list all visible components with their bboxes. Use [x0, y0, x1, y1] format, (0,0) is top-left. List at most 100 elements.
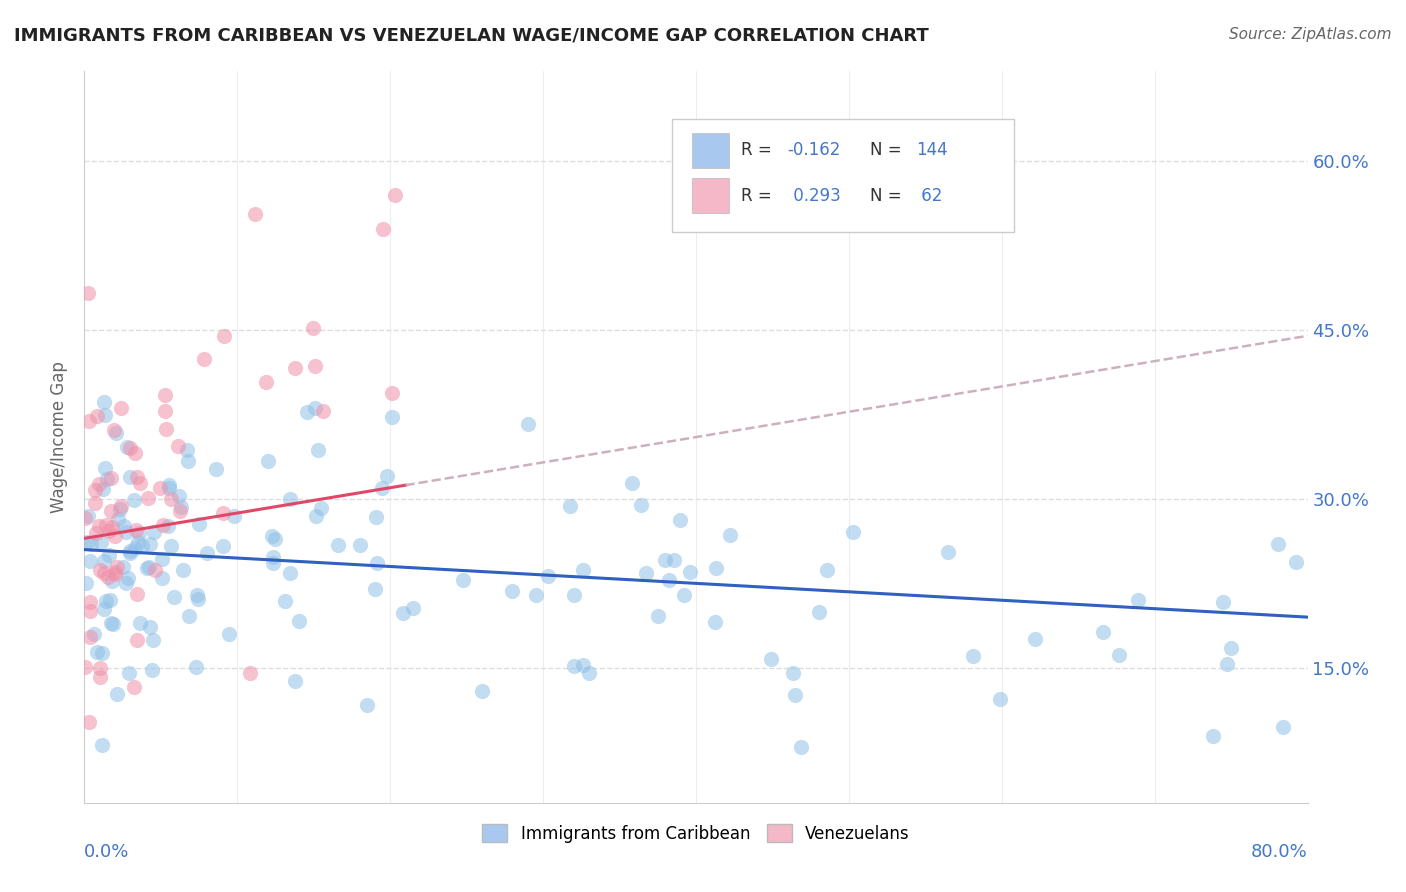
Point	[962, 648, 984, 663]
Point	[562, 588, 585, 602]
Point	[112, 519, 135, 533]
Point	[451, 573, 474, 587]
Point	[759, 652, 782, 666]
Point	[79, 604, 101, 618]
Point	[150, 552, 173, 566]
Point	[89, 661, 111, 675]
Point	[100, 615, 122, 630]
Point	[143, 563, 166, 577]
Text: 144: 144	[917, 141, 948, 160]
Point	[127, 535, 149, 549]
Point	[187, 517, 209, 532]
Point	[212, 328, 235, 343]
Point	[679, 566, 702, 580]
Point	[262, 529, 284, 543]
Point	[1219, 641, 1241, 656]
Point	[620, 475, 643, 490]
Point	[138, 491, 160, 506]
Point	[373, 222, 395, 236]
Point	[94, 408, 117, 422]
Point	[1126, 593, 1149, 607]
Legend: Immigrants from Caribbean, Venezuelans: Immigrants from Caribbean, Venezuelans	[475, 818, 917, 849]
Point	[1212, 595, 1234, 609]
Point	[100, 471, 122, 485]
Text: N =: N =	[870, 141, 907, 160]
Point	[1272, 720, 1295, 734]
Point	[842, 525, 865, 540]
Point	[89, 670, 111, 684]
Point	[471, 684, 494, 698]
Point	[101, 519, 124, 533]
Point	[658, 573, 681, 587]
Point	[120, 544, 142, 558]
Point	[170, 500, 193, 514]
Point	[212, 539, 235, 553]
Point	[115, 440, 138, 454]
Point	[720, 528, 742, 542]
Point	[815, 563, 838, 577]
Point	[363, 582, 385, 596]
Point	[122, 680, 145, 694]
Point	[110, 500, 132, 514]
Point	[636, 566, 658, 580]
Point	[84, 525, 107, 540]
Point	[100, 504, 122, 518]
Point	[375, 469, 398, 483]
Point	[205, 462, 228, 476]
Text: 0.0%: 0.0%	[84, 843, 129, 861]
Point	[153, 404, 176, 418]
Point	[384, 188, 406, 202]
Point	[93, 566, 115, 581]
Point	[129, 615, 152, 630]
Text: 80.0%: 80.0%	[1251, 843, 1308, 861]
Point	[284, 360, 307, 375]
Point	[90, 738, 112, 752]
Point	[222, 508, 245, 523]
Point	[938, 545, 960, 559]
Point	[98, 593, 121, 607]
Point	[1215, 657, 1237, 671]
Point	[111, 559, 134, 574]
Point	[172, 564, 194, 578]
Point	[117, 571, 139, 585]
Point	[364, 509, 387, 524]
Text: 0.293: 0.293	[787, 186, 841, 204]
Point	[157, 481, 180, 495]
Point	[808, 605, 831, 619]
Point	[402, 601, 425, 615]
Point	[93, 601, 115, 615]
Point	[169, 504, 191, 518]
Point	[516, 417, 538, 431]
Point	[118, 470, 141, 484]
Point	[153, 388, 176, 402]
Point	[77, 714, 100, 729]
Point	[706, 561, 728, 575]
Point	[654, 552, 676, 566]
Point	[104, 567, 127, 582]
Point	[218, 627, 240, 641]
Text: N =: N =	[870, 186, 907, 204]
Point	[295, 405, 318, 419]
Point	[572, 658, 595, 673]
Point	[103, 423, 125, 437]
Point	[105, 560, 128, 574]
Point	[125, 523, 148, 537]
Point	[262, 549, 284, 564]
Point	[790, 740, 813, 755]
Point	[127, 587, 149, 601]
Point	[96, 472, 118, 486]
Point	[783, 688, 806, 702]
Point	[558, 500, 581, 514]
Point	[139, 620, 162, 634]
Point	[1202, 729, 1225, 743]
Point	[89, 563, 111, 577]
Point	[142, 633, 165, 648]
Y-axis label: Wage/Income Gap: Wage/Income Gap	[51, 361, 69, 513]
Point	[381, 386, 404, 401]
Point	[195, 546, 218, 560]
Point	[157, 478, 180, 492]
Point	[159, 491, 181, 506]
Point	[90, 534, 112, 549]
Point	[1024, 632, 1046, 647]
Point	[124, 541, 146, 555]
